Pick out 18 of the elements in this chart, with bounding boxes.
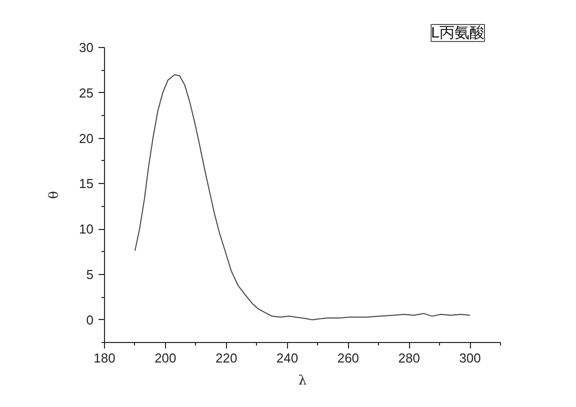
x-axis-title: λ <box>298 374 307 388</box>
y-tick-label: 10 <box>79 222 94 237</box>
x-tick-label: 280 <box>398 350 420 366</box>
text: L丙氨酸 <box>431 24 484 42</box>
x-tick-label: 180 <box>94 350 116 366</box>
y-tick-label: 5 <box>86 266 94 282</box>
x-tick-label: 260 <box>337 350 360 366</box>
y-tick-label: 30 <box>79 40 94 55</box>
x-tick-label: 240 <box>276 350 298 366</box>
y-tick-label: 0 <box>86 312 94 328</box>
y-tick-label: 25 <box>79 85 94 100</box>
x-tick-label: 300 <box>459 350 481 366</box>
x-tick-label: 220 <box>216 350 238 366</box>
y-tick-label: 15 <box>79 176 94 192</box>
x-tick-label: 200 <box>154 350 176 366</box>
line-series <box>134 74 471 320</box>
y-axis-title: θ <box>47 190 62 199</box>
y-tick-label: 20 <box>79 130 94 146</box>
